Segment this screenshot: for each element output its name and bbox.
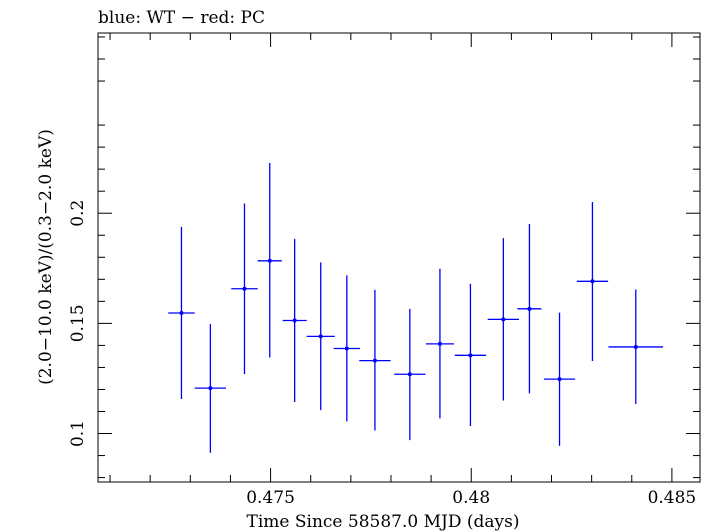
y-axis-label: (2.0−10.0 keV)/(0.3−2.0 keV) — [36, 129, 56, 385]
point-marker — [527, 306, 532, 311]
data-point — [282, 238, 307, 403]
data-point — [306, 262, 335, 411]
data-point — [194, 323, 227, 453]
data-point — [168, 226, 195, 399]
point-marker — [242, 286, 247, 291]
point-marker — [437, 341, 442, 346]
x-axis-label: Time Since 58587.0 MJD (days) — [247, 512, 520, 532]
data-point — [359, 289, 391, 431]
point-marker — [179, 311, 184, 316]
data-point — [576, 201, 609, 362]
point-marker — [318, 334, 323, 339]
data-point — [394, 308, 426, 441]
point-marker — [557, 377, 562, 382]
y-tick-label: 0.15 — [68, 304, 88, 342]
data-point — [543, 312, 576, 446]
data-point — [257, 162, 282, 358]
data-point — [333, 275, 361, 422]
data-point — [517, 224, 542, 394]
x-tick-label: 0.48 — [452, 488, 490, 508]
x-tick-label: 0.475 — [246, 488, 295, 508]
data-point — [487, 238, 519, 401]
point-marker — [590, 279, 595, 284]
point-marker — [344, 346, 349, 351]
plot-frame — [97, 32, 701, 483]
axis-ticks: 0.475 0.48 0.485 0.1 0.15 0.2 — [68, 33, 700, 508]
point-marker — [208, 386, 213, 391]
y-tick-label: 0.1 — [68, 420, 88, 447]
chart-title: blue: WT − red: PC — [98, 8, 265, 28]
x-tick-label: 0.485 — [648, 488, 697, 508]
point-marker — [372, 358, 377, 363]
data-points — [168, 162, 664, 453]
data-point — [608, 289, 664, 405]
data-point — [231, 203, 258, 375]
point-marker — [501, 317, 506, 322]
y-tick-label: 0.2 — [68, 200, 88, 227]
point-marker — [468, 353, 473, 358]
data-point — [454, 283, 487, 427]
point-marker — [292, 318, 297, 323]
point-marker — [633, 344, 638, 349]
point-marker — [267, 258, 272, 263]
point-marker — [407, 372, 412, 377]
data-point — [425, 268, 454, 419]
